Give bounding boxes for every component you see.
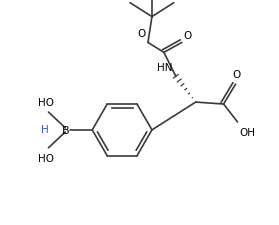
Text: O: O xyxy=(232,70,241,80)
Text: HO: HO xyxy=(39,98,54,108)
Text: H: H xyxy=(41,124,48,134)
Text: O: O xyxy=(138,29,146,39)
Text: O: O xyxy=(184,31,192,41)
Text: HN: HN xyxy=(157,63,173,73)
Text: B: B xyxy=(62,125,69,135)
Text: OH: OH xyxy=(239,127,256,137)
Text: HO: HO xyxy=(39,153,54,163)
